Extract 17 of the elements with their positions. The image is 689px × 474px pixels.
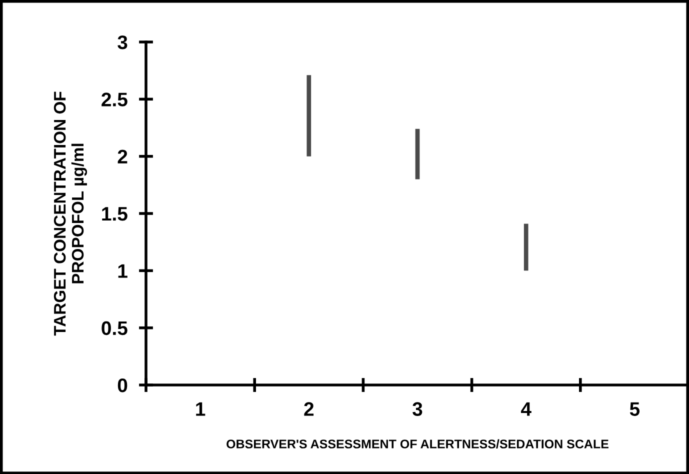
x-tick-label: 5 — [630, 402, 640, 416]
y-tick-label: 2.5 — [102, 92, 128, 106]
x-tick-label: 4 — [520, 402, 532, 416]
y-axis-title: TARGET CONCENTRATION OF PROPOFOL µg/ml — [54, 92, 88, 336]
bar — [306, 75, 312, 156]
x-tick-label: 3 — [412, 402, 422, 416]
y-tick-label: 0.5 — [102, 321, 128, 336]
y-tick-label: 3 — [118, 35, 128, 50]
y-tick-label: 2 — [118, 150, 128, 164]
y-tick-label: 1 — [118, 264, 128, 278]
y-tick-label: 1.5 — [102, 207, 128, 221]
bar — [415, 128, 420, 180]
x-tick-label: 2 — [304, 402, 314, 416]
y-tick-label: 0 — [118, 378, 128, 392]
x-axis-title: OBSERVER'S ASSESSMENT OF ALERTNESS/SEDATION SCALE — [226, 439, 608, 449]
x-tick-label: 1 — [196, 402, 206, 416]
bar — [524, 224, 528, 271]
